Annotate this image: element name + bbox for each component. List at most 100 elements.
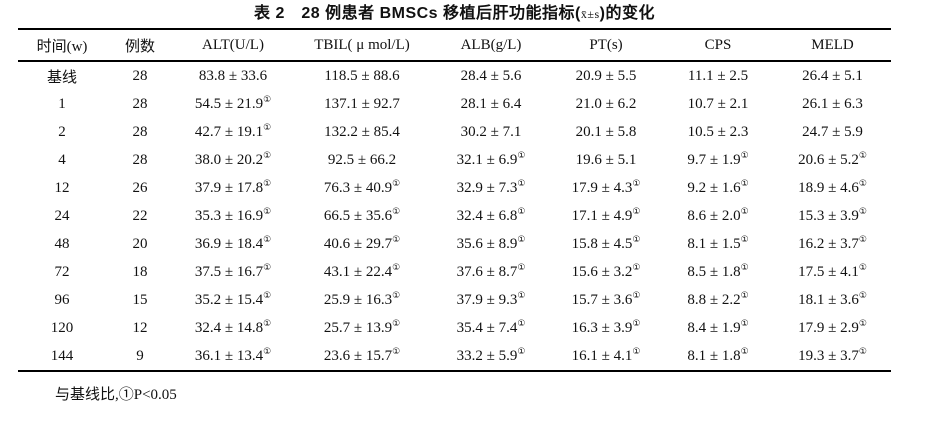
cell-value: 132.2 ± 85.4 [324,123,400,140]
table-cell-tbil: 137.1 ± 92.7 [292,90,432,118]
table-cell-cases: 28 [106,61,174,90]
cell-value: 144 [50,347,74,364]
table-cell-meld: 18.9 ± 4.6① [774,174,891,202]
significance-marker: ① [517,178,526,189]
table-cell-alb: 30.2 ± 7.1 [432,118,550,146]
cell-value: 4 [58,151,66,168]
cell-value: 20.9 ± 5.5 [575,67,637,84]
cell-value: 9 [136,347,144,364]
table-cell-pt: 21.0 ± 6.2 [550,90,662,118]
table-cell-alt: 37.9 ± 17.8① [174,174,292,202]
table-cell-meld: 17.5 ± 4.1① [774,258,891,286]
cell-value: 8.4 ± 1.9 [687,319,741,336]
table-cell-cases: 20 [106,230,174,258]
table-cell-cps: 8.4 ± 1.9① [662,314,774,342]
table-cell-alb: 37.9 ± 9.3① [432,286,550,314]
significance-marker: ① [392,318,401,329]
table-title-prefix: 表 2 28 例患者 BMSCs 移植后肝功能指标( [254,5,581,22]
cell-value: 12 [132,319,148,336]
header-row: 时间(w) 例数 ALT(U/L) TBIL( μ mol/L) ALB(g/L) PT(… [18,29,891,61]
cell-value: 137.1 ± 92.7 [324,95,400,112]
cell-value: 43.1 ± 22.4 [323,263,393,280]
cell-value: 66.5 ± 35.6 [323,207,393,224]
column-header-meld: MELD [811,36,854,53]
cell-value: 28.1 ± 6.4 [460,95,522,112]
significance-marker: ① [858,290,867,301]
cell-value: 16.2 ± 3.7 [798,235,859,252]
table-title-stat-notation: x̄±s [580,7,600,21]
table-row: 2 28 42.7 ± 19.1① 132.2 ± 85.4 30.2 ± 7.1 20.… [18,118,891,146]
table-cell-pt: 20.1 ± 5.8 [550,118,662,146]
cell-value: 28 [132,67,148,84]
table-cell-cps: 8.1 ± 1.8① [662,342,774,371]
table-cell-cps: 8.6 ± 2.0① [662,202,774,230]
cell-value: 12 [54,179,70,196]
column-header-cases: 例数 [124,38,155,55]
significance-marker: ① [392,290,401,301]
table-row: 24 22 35.3 ± 16.9① 66.5 ± 35.6① 32.4 ± 6.8① 1… [18,202,891,230]
cell-value: 37.9 ± 9.3 [456,291,518,308]
column-header-time: 时间(w) [36,38,88,55]
cell-value: 22 [132,207,148,224]
table-cell-alb: 35.4 ± 7.4① [432,314,550,342]
cell-value: 38.0 ± 20.2 [194,151,264,168]
table-cell-alt: 35.2 ± 15.4① [174,286,292,314]
cell-value: 1 [58,95,66,112]
cell-value: 32.4 ± 14.8 [194,319,264,336]
cell-value: 17.5 ± 4.1 [798,263,859,280]
cell-value: 17.1 ± 4.9 [571,207,633,224]
cell-value: 32.4 ± 6.8 [456,207,518,224]
table-cell-alt: 36.9 ± 18.4① [174,230,292,258]
table-cell-cases: 28 [106,146,174,174]
table-cell-alb: 35.6 ± 8.9① [432,230,550,258]
cell-value: 37.9 ± 17.8 [194,179,264,196]
table-cell-cps: 8.5 ± 1.8① [662,258,774,286]
table-cell-meld: 26.4 ± 5.1 [774,61,891,90]
cell-value: 32.9 ± 7.3 [456,179,518,196]
cell-value: 120 [50,319,74,336]
column-header-cps: CPS [704,36,732,53]
cell-value: 15.3 ± 3.9 [798,207,859,224]
significance-marker: ① [632,178,641,189]
cell-value: 17.9 ± 2.9 [798,319,859,336]
cell-value: 9.7 ± 1.9 [687,151,741,168]
significance-marker: ① [263,94,272,105]
table-cell-meld: 26.1 ± 6.3 [774,90,891,118]
table-cell-tbil: 40.6 ± 29.7① [292,230,432,258]
significance-marker: ① [632,318,641,329]
cell-value: 40.6 ± 29.7 [323,235,393,252]
cell-value: 8.5 ± 1.8 [687,263,741,280]
cell-value: 28 [132,123,148,140]
table-cell-alb: 32.4 ± 6.8① [432,202,550,230]
significance-marker: ① [517,262,526,273]
significance-marker: ① [517,318,526,329]
table-cell-alb: 28.1 ± 6.4 [432,90,550,118]
cell-value: 36.9 ± 18.4 [194,235,264,252]
cell-value: 18.1 ± 3.6 [798,291,859,308]
significance-marker: ① [740,318,749,329]
table-cell-pt: 15.6 ± 3.2① [550,258,662,286]
cell-value: 33.2 ± 5.9 [456,347,518,364]
cell-value: 35.6 ± 8.9 [456,235,518,252]
table-row: 基线 28 83.8 ± 33.6 118.5 ± 88.6 28.4 ± 5.6 20.… [18,61,891,90]
table-cell-cps: 11.1 ± 2.5 [662,61,774,90]
significance-marker: ① [517,150,526,161]
table-cell-cps: 10.5 ± 2.3 [662,118,774,146]
cell-value: 10.5 ± 2.3 [687,123,749,140]
cell-value: 24 [54,207,70,224]
significance-marker: ① [858,346,867,357]
cell-value: 16.3 ± 3.9 [571,319,633,336]
table-cell-cases: 26 [106,174,174,202]
cell-value: 15 [132,291,148,308]
table-cell-time: 144 [18,342,106,371]
table-cell-tbil: 25.7 ± 13.9① [292,314,432,342]
cell-value: 35.4 ± 7.4 [456,319,518,336]
cell-value: 42.7 ± 19.1 [194,123,264,140]
table-cell-meld: 20.6 ± 5.2① [774,146,891,174]
cell-value: 28.4 ± 5.6 [460,67,522,84]
significance-marker: ① [858,150,867,161]
significance-marker: ① [263,234,272,245]
table-cell-time: 24 [18,202,106,230]
cell-value: 15.7 ± 3.6 [571,291,633,308]
significance-marker: ① [858,234,867,245]
